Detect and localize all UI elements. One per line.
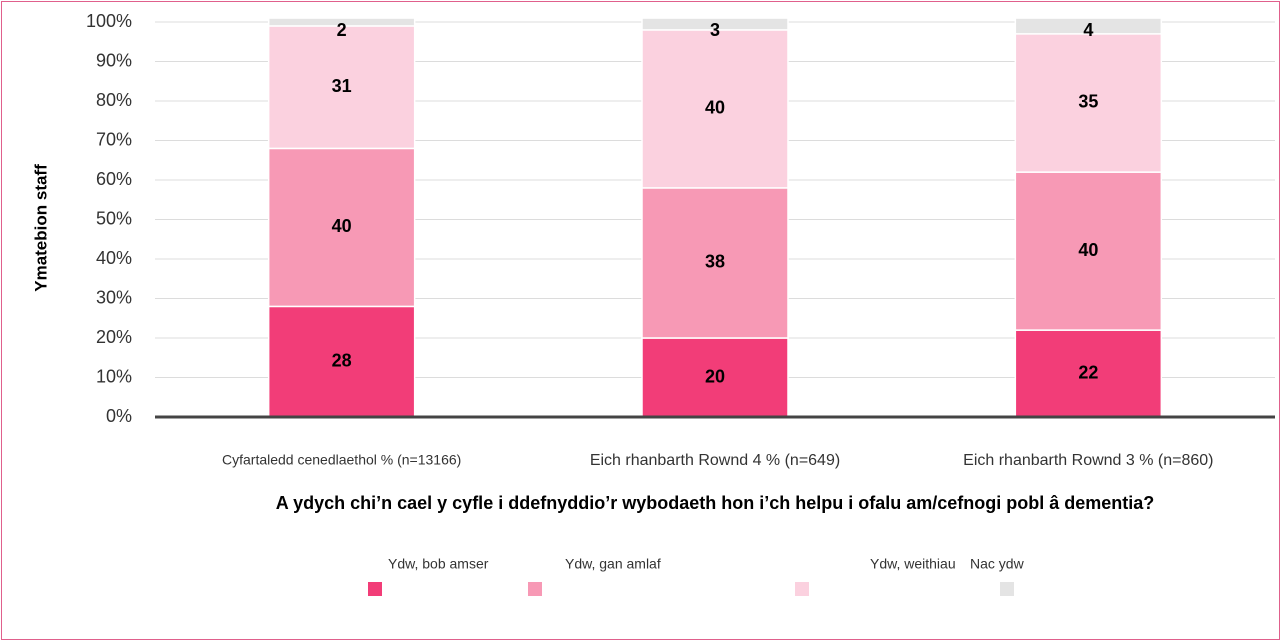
legend-label: Ydw, gan amlaf <box>565 556 661 572</box>
bar-segment <box>1014 33 1163 173</box>
bar-segment <box>267 305 416 418</box>
legend-label: Ydw, weithiau <box>870 556 956 572</box>
y-tick-label: 80% <box>96 90 132 110</box>
data-label: 35 <box>1078 92 1098 112</box>
legend-swatch <box>1000 582 1014 596</box>
y-tick-label: 50% <box>96 208 132 228</box>
y-tick-label: 40% <box>96 248 132 268</box>
bar-segment <box>641 17 789 31</box>
bar-segment <box>1014 17 1163 35</box>
x-tick-label: Eich rhanbarth Rownd 3 % (n=860) <box>963 452 1213 469</box>
x-axis-title: A ydych chi’n cael y cyfle i ddefnyddio’… <box>275 493 1155 513</box>
legend-swatch <box>368 582 382 596</box>
y-tick-label: 10% <box>96 366 132 386</box>
y-tick-label: 20% <box>96 327 132 347</box>
legend-swatch <box>795 582 809 596</box>
data-label: 3 <box>710 20 720 40</box>
data-label: 40 <box>1078 240 1098 260</box>
data-label: 4 <box>1083 20 1093 40</box>
data-label: 31 <box>332 76 352 96</box>
legend-label: Nac ydw <box>970 556 1025 572</box>
y-tick-label: 70% <box>96 129 132 149</box>
bar-segment <box>641 337 789 418</box>
y-tick-label: 90% <box>96 50 132 70</box>
data-label: 2 <box>337 20 347 40</box>
bar-segment <box>1014 171 1163 331</box>
legend-label: Ydw, bob amser <box>388 556 489 572</box>
data-label: 28 <box>332 350 352 370</box>
data-label: 40 <box>705 98 725 118</box>
bar-segment <box>267 147 416 308</box>
bar-segment <box>267 17 416 27</box>
y-tick-label: 30% <box>96 287 132 307</box>
x-tick-label: Eich rhanbarth Rownd 4 % (n=649) <box>590 452 840 469</box>
data-label: 40 <box>332 216 352 236</box>
y-axis-label: Ymatebion staff <box>31 164 50 292</box>
y-tick-label: 60% <box>96 169 132 189</box>
bar-segment <box>641 187 789 339</box>
bar-segment <box>267 25 416 150</box>
data-label: 20 <box>705 366 725 386</box>
bar-segment <box>641 29 789 189</box>
x-tick-label: Cyfartaledd cenedlaethol % (n=13166) <box>222 452 461 468</box>
data-label: 38 <box>705 252 725 272</box>
data-label: 22 <box>1078 362 1098 382</box>
legend-swatch <box>528 582 542 596</box>
y-tick-label: 0% <box>106 406 132 426</box>
y-tick-label: 100% <box>86 11 132 31</box>
